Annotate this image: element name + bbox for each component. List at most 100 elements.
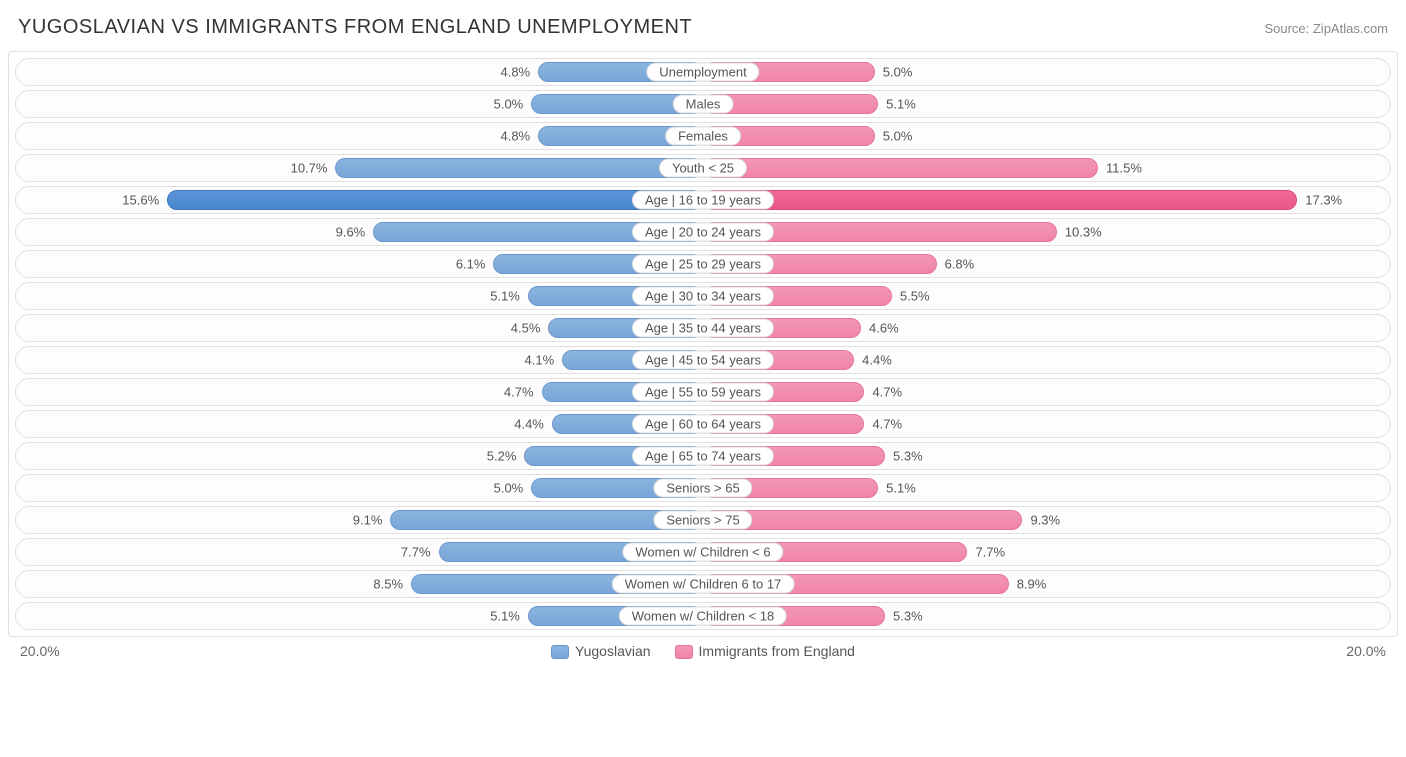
value-right: 9.3% — [1030, 513, 1060, 528]
value-left: 8.5% — [373, 577, 403, 592]
category-label: Age | 55 to 59 years — [632, 383, 774, 402]
value-left: 5.1% — [490, 609, 520, 624]
chart-row-track: 15.6% 17.3% Age | 16 to 19 years — [15, 186, 1391, 214]
category-label: Seniors > 65 — [653, 479, 752, 498]
value-right: 5.3% — [893, 449, 923, 464]
axis-left-max: 20.0% — [20, 643, 60, 659]
chart-footer: 20.0% Yugoslavian Immigrants from Englan… — [8, 637, 1398, 661]
value-left: 4.5% — [511, 321, 541, 336]
legend-left-label: Yugoslavian — [575, 643, 651, 659]
chart-row-track: 9.6% 10.3% Age | 20 to 24 years — [15, 218, 1391, 246]
chart-row: 10.7% 11.5% Youth < 25 — [9, 152, 1397, 184]
chart-row: 15.6% 17.3% Age | 16 to 19 years — [9, 184, 1397, 216]
chart-row: 9.1% 9.3% Seniors > 75 — [9, 504, 1397, 536]
chart-row-track: 8.5% 8.9% Women w/ Children 6 to 17 — [15, 570, 1391, 598]
axis-right-max: 20.0% — [1346, 643, 1386, 659]
chart-row-track: 6.1% 6.8% Age | 25 to 29 years — [15, 250, 1391, 278]
value-right: 5.0% — [883, 65, 913, 80]
chart-header: YUGOSLAVIAN VS IMMIGRANTS FROM ENGLAND U… — [8, 8, 1398, 51]
category-label: Age | 45 to 54 years — [632, 351, 774, 370]
category-label: Females — [665, 127, 741, 146]
chart-row: 9.6% 10.3% Age | 20 to 24 years — [9, 216, 1397, 248]
chart-row-track: 5.0% 5.1% Seniors > 65 — [15, 474, 1391, 502]
value-left: 5.0% — [494, 97, 524, 112]
legend-item-left: Yugoslavian — [551, 643, 651, 659]
value-left: 7.7% — [401, 545, 431, 560]
value-right: 17.3% — [1305, 193, 1342, 208]
chart-row: 4.4% 4.7% Age | 60 to 64 years — [9, 408, 1397, 440]
chart-row-track: 4.7% 4.7% Age | 55 to 59 years — [15, 378, 1391, 406]
value-right: 11.5% — [1106, 161, 1142, 176]
value-left: 6.1% — [456, 257, 486, 272]
value-left: 5.2% — [487, 449, 517, 464]
value-right: 7.7% — [975, 545, 1005, 560]
value-left: 10.7% — [291, 161, 328, 176]
chart-row: 8.5% 8.9% Women w/ Children 6 to 17 — [9, 568, 1397, 600]
chart-row: 6.1% 6.8% Age | 25 to 29 years — [9, 248, 1397, 280]
value-right: 4.6% — [869, 321, 899, 336]
chart-title: YUGOSLAVIAN VS IMMIGRANTS FROM ENGLAND U… — [18, 16, 692, 39]
category-label: Males — [673, 95, 734, 114]
value-left: 4.1% — [525, 353, 555, 368]
chart-row: 4.1% 4.4% Age | 45 to 54 years — [9, 344, 1397, 376]
category-label: Unemployment — [646, 63, 759, 82]
category-label: Seniors > 75 — [653, 511, 752, 530]
value-right: 4.4% — [862, 353, 892, 368]
chart-row: 7.7% 7.7% Women w/ Children < 6 — [9, 536, 1397, 568]
chart-row-track: 4.5%4.6%Age | 35 to 44 years — [15, 314, 1391, 342]
bar-left — [167, 190, 703, 210]
chart-row: 4.8% 5.0% Females — [9, 120, 1397, 152]
chart-legend: Yugoslavian Immigrants from England — [60, 643, 1347, 659]
chart-row: 4.7% 4.7% Age | 55 to 59 years — [9, 376, 1397, 408]
value-right: 4.7% — [872, 385, 902, 400]
value-right: 8.9% — [1017, 577, 1047, 592]
value-right: 5.0% — [883, 129, 913, 144]
value-right: 5.1% — [886, 97, 916, 112]
value-left: 4.7% — [504, 385, 534, 400]
chart-row-track: 9.1% 9.3% Seniors > 75 — [15, 506, 1391, 534]
value-right: 10.3% — [1065, 225, 1102, 240]
value-left: 9.1% — [353, 513, 383, 528]
value-left: 9.6% — [336, 225, 366, 240]
category-label: Age | 30 to 34 years — [632, 287, 774, 306]
chart-row: 4.8%5.0%Unemployment — [9, 56, 1397, 88]
chart-row-track: 5.0% 5.1% Males — [15, 90, 1391, 118]
chart-row: 5.0% 5.1% Males — [9, 88, 1397, 120]
category-label: Youth < 25 — [659, 159, 747, 178]
chart-row: 4.5%4.6%Age | 35 to 44 years — [9, 312, 1397, 344]
chart-row: 5.0% 5.1% Seniors > 65 — [9, 472, 1397, 504]
value-left: 4.4% — [514, 417, 544, 432]
category-label: Women w/ Children < 6 — [622, 543, 783, 562]
category-label: Women w/ Children 6 to 17 — [612, 575, 795, 594]
chart-row: 5.1%5.5%Age | 30 to 34 years — [9, 280, 1397, 312]
chart-row-track: 4.8%5.0%Unemployment — [15, 58, 1391, 86]
chart-row-track: 4.1% 4.4% Age | 45 to 54 years — [15, 346, 1391, 374]
category-label: Age | 60 to 64 years — [632, 415, 774, 434]
category-label: Age | 25 to 29 years — [632, 255, 774, 274]
diverging-bar-chart: 4.8% 5.0% Unemployment 5.0% 5.1% Males 4.8% 5.0… — [8, 51, 1398, 637]
legend-item-right: Immigrants from England — [675, 643, 855, 659]
value-right: 5.3% — [893, 609, 923, 624]
bar-left — [335, 158, 703, 178]
category-label: Age | 16 to 19 years — [632, 191, 774, 210]
bar-right — [703, 190, 1297, 210]
chart-source: Source: ZipAtlas.com — [1264, 21, 1388, 36]
value-right: 6.8% — [945, 257, 975, 272]
chart-row-track: 5.1% 5.3% Women w/ Children < 18 — [15, 602, 1391, 630]
chart-row: 5.1% 5.3% Women w/ Children < 18 — [9, 600, 1397, 632]
chart-row-track: 4.4% 4.7% Age | 60 to 64 years — [15, 410, 1391, 438]
value-left: 4.8% — [500, 129, 530, 144]
chart-row-track: 4.8% 5.0% Females — [15, 122, 1391, 150]
value-right: 5.1% — [886, 481, 916, 496]
value-left: 5.0% — [494, 481, 524, 496]
legend-right-label: Immigrants from England — [699, 643, 855, 659]
chart-row-track: 7.7% 7.7% Women w/ Children < 6 — [15, 538, 1391, 566]
swatch-pink — [675, 645, 693, 659]
value-right: 4.7% — [872, 417, 902, 432]
category-label: Women w/ Children < 18 — [619, 607, 787, 626]
value-left: 15.6% — [122, 193, 159, 208]
category-label: Age | 20 to 24 years — [632, 223, 774, 242]
swatch-blue — [551, 645, 569, 659]
value-right: 5.5% — [900, 289, 930, 304]
chart-row-track: 5.2%5.3%Age | 65 to 74 years — [15, 442, 1391, 470]
